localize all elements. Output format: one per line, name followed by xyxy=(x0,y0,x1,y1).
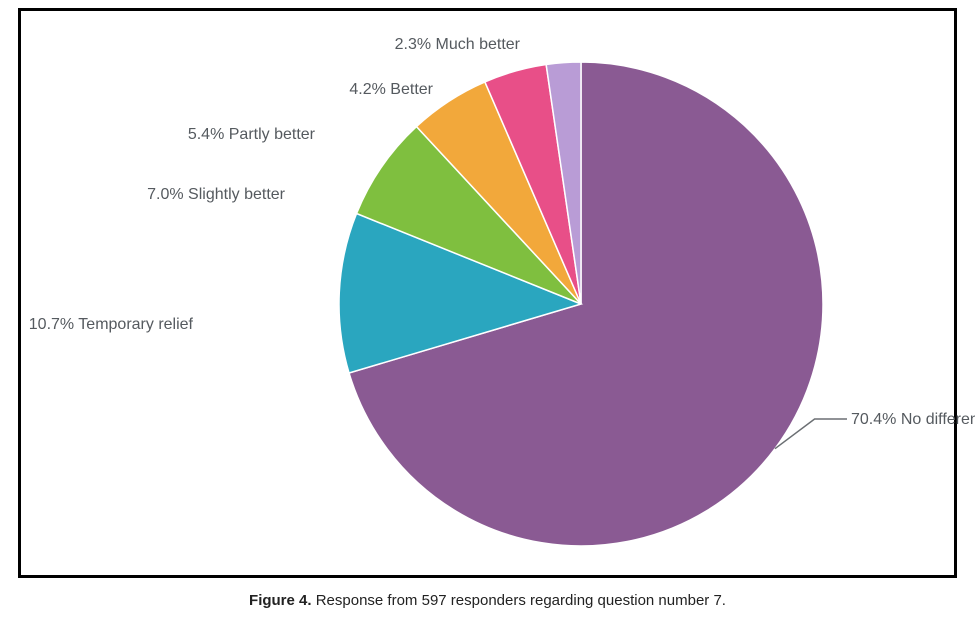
chart-frame: 70.4% No difference10.7% Temporary relie… xyxy=(18,8,957,578)
slice-label-much-better: 2.3% Much better xyxy=(395,36,520,54)
figure-caption-text: Response from 597 responders regarding q… xyxy=(316,592,726,609)
slice-label-temporary-relief: 10.7% Temporary relief xyxy=(29,316,193,334)
slice-label-better: 4.2% Better xyxy=(349,81,433,99)
slice-label-slightly-better: 7.0% Slightly better xyxy=(147,186,285,204)
slice-label-no-difference: 70.4% No difference xyxy=(851,411,975,429)
slice-label-partly-better: 5.4% Partly better xyxy=(188,126,315,144)
figure-caption: Figure 4. Response from 597 responders r… xyxy=(0,592,975,609)
figure-number: Figure 4. xyxy=(249,592,312,609)
pie-chart: 70.4% No difference10.7% Temporary relie… xyxy=(21,11,954,575)
